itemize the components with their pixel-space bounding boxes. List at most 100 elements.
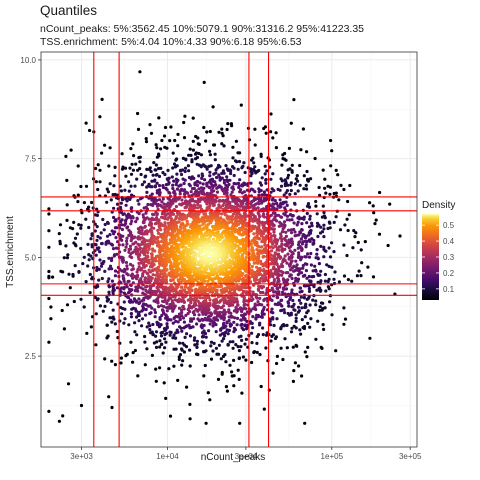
data-point [142, 180, 146, 184]
data-point [311, 242, 315, 246]
data-point [258, 220, 262, 224]
data-point [278, 205, 282, 209]
data-point [127, 189, 131, 193]
data-point [98, 180, 102, 184]
data-point [315, 212, 319, 216]
data-point [296, 273, 300, 277]
data-point [327, 264, 331, 268]
data-point [244, 278, 248, 282]
data-point [110, 359, 114, 363]
data-point [237, 185, 241, 190]
data-point [288, 249, 292, 253]
data-point [243, 342, 247, 346]
data-point [317, 262, 321, 266]
data-point [207, 164, 211, 168]
data-point [355, 274, 359, 278]
data-point [289, 121, 293, 125]
data-point [373, 222, 377, 226]
data-point [178, 189, 182, 193]
data-point [194, 152, 198, 156]
data-point [58, 242, 62, 246]
data-point [73, 236, 78, 240]
data-point [124, 245, 128, 249]
data-point [163, 296, 167, 300]
data-point [163, 346, 167, 350]
data-point [287, 304, 291, 308]
data-point [271, 172, 275, 176]
data-point [258, 352, 262, 357]
data-point [201, 334, 205, 338]
data-point [100, 241, 104, 246]
data-point [281, 227, 285, 231]
data-point [247, 138, 252, 142]
data-point [120, 312, 124, 316]
data-point [322, 255, 326, 259]
data-point [250, 331, 254, 335]
data-point [307, 233, 311, 237]
data-point [243, 283, 247, 288]
data-point [165, 309, 169, 313]
data-point [309, 263, 313, 267]
data-point [180, 292, 184, 296]
data-point [222, 337, 226, 341]
data-point [315, 224, 319, 228]
data-point [258, 321, 262, 325]
data-point [126, 225, 130, 229]
data-point [145, 284, 149, 289]
data-point [271, 371, 275, 375]
data-point [143, 225, 147, 229]
data-point [79, 184, 83, 189]
data-point [330, 241, 334, 245]
data-point [129, 298, 133, 302]
data-point [208, 322, 212, 326]
data-point [47, 212, 51, 216]
data-point [248, 320, 252, 324]
data-point [306, 345, 310, 349]
data-point [131, 250, 135, 254]
data-point [155, 204, 160, 208]
data-point [102, 259, 106, 264]
data-point [229, 193, 233, 197]
data-point [275, 219, 279, 223]
data-point [252, 258, 256, 262]
data-point [128, 244, 133, 248]
data-point [220, 127, 224, 131]
data-point [303, 255, 307, 259]
data-point [214, 297, 218, 301]
data-point [305, 355, 309, 359]
data-point [249, 181, 253, 185]
data-point [314, 199, 318, 204]
data-point [183, 178, 187, 182]
data-point [201, 174, 205, 178]
data-point [202, 125, 206, 130]
data-point [256, 251, 260, 255]
data-point [155, 213, 159, 217]
data-point [203, 316, 207, 321]
data-point [334, 168, 338, 172]
data-point [187, 153, 191, 157]
data-point [237, 159, 242, 164]
data-point [287, 246, 291, 250]
data-point [131, 264, 135, 268]
data-point [268, 319, 272, 323]
data-point [251, 297, 255, 301]
data-point [254, 171, 258, 175]
data-point [239, 103, 243, 107]
data-point [298, 183, 302, 187]
data-point [65, 303, 70, 307]
data-point [129, 283, 133, 287]
data-point [106, 279, 110, 284]
data-point [310, 221, 314, 225]
data-point [324, 289, 328, 293]
data-point [144, 264, 148, 268]
data-point [295, 223, 299, 227]
data-point [300, 248, 304, 252]
data-point [79, 403, 84, 408]
data-point [107, 256, 111, 260]
data-point [272, 278, 277, 282]
data-point [105, 323, 109, 327]
data-point [281, 153, 285, 157]
data-point [131, 276, 135, 280]
data-point [264, 346, 268, 350]
data-point [198, 307, 202, 311]
